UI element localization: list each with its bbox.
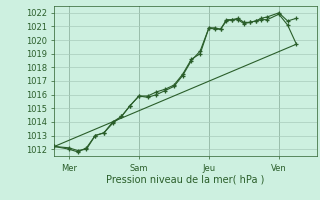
- X-axis label: Pression niveau de la mer( hPa ): Pression niveau de la mer( hPa ): [107, 174, 265, 184]
